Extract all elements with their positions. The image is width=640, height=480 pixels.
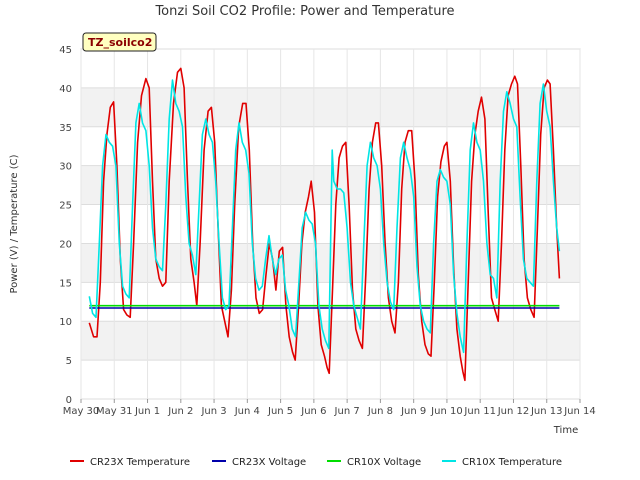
x-tick-label: Jun 11	[463, 406, 496, 417]
y-tick-label: 25	[59, 201, 72, 212]
y-tick-label: 35	[59, 123, 72, 134]
chart-title: Tonzi Soil CO2 Profile: Power and Temper…	[154, 4, 454, 19]
y-tick-label: 10	[59, 317, 72, 328]
x-tick-label: Jun 4	[234, 406, 260, 417]
series-lines	[88, 67, 561, 382]
legend-label-cr10x-voltage: CR10X Voltage	[347, 457, 421, 468]
x-tick-label: Jun 12	[497, 406, 530, 417]
x-tick-label: Jun 10	[430, 406, 463, 417]
y-tick-label: 30	[59, 162, 72, 173]
legend-label-cr23x-temperature: CR23X Temperature	[90, 457, 190, 468]
site-badge-label: TZ_soilco2	[88, 36, 152, 49]
x-tick-label: Jun 9	[400, 406, 426, 417]
x-tick-label: Jun 2	[167, 406, 193, 417]
legend-label-cr10x-temperature: CR10X Temperature	[462, 457, 562, 468]
y-tick-label: 0	[66, 395, 72, 406]
y-tick-label: 40	[59, 84, 72, 95]
y-tick-label: 5	[66, 356, 72, 367]
x-tick-label: Jun 5	[267, 406, 293, 417]
y-axis-label: Power (V) / Temperature (C)	[9, 154, 20, 293]
y-tick-label: 15	[59, 278, 72, 289]
site-badge-box	[82, 32, 157, 52]
x-tick-label: May 30	[63, 406, 100, 417]
y-tick-label: 20	[59, 239, 72, 250]
site-badge: TZ_soilco2	[82, 32, 157, 52]
x-tick-label: Jun 14	[563, 406, 596, 417]
series-line-cr10x-temperature	[88, 79, 561, 354]
x-tick-label: Jun 1	[134, 406, 160, 417]
legend-label-cr23x-voltage: CR23X Voltage	[232, 457, 306, 468]
x-tick-label: Jun 7	[334, 406, 360, 417]
plot-band	[81, 165, 580, 205]
series-line-cr23x-temperature	[88, 67, 561, 382]
plot-band	[81, 87, 580, 127]
x-tick-label: Jun 13	[530, 406, 563, 417]
y-axis-ticks: 0 5 10 15 20 25 30 35 40 45	[59, 45, 72, 406]
x-tick-label: Jun 6	[300, 406, 326, 417]
x-tick-label: Jun 8	[367, 406, 393, 417]
x-axis-label: Time	[553, 425, 578, 436]
legend: CR23X Temperature CR23X Voltage CR10X Volt…	[70, 457, 562, 468]
x-tick-label: Jun 3	[200, 406, 226, 417]
x-tick-label: May 31	[96, 406, 133, 417]
y-tick-label: 45	[59, 45, 72, 56]
